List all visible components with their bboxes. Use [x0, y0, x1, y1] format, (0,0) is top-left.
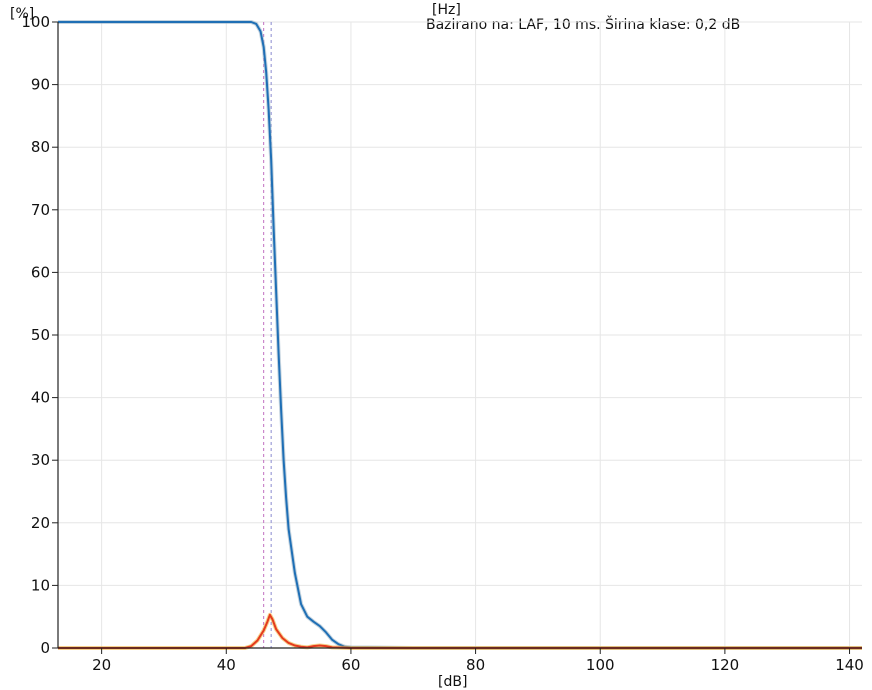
y-axis-unit: [%] — [10, 6, 34, 22]
x-axis-unit: [dB] — [438, 674, 467, 690]
x-tick-label: 80 — [466, 656, 485, 674]
x-tick-label: 120 — [711, 656, 740, 674]
x-tick-label: 100 — [586, 656, 615, 674]
x-tick-label: 60 — [341, 656, 360, 674]
axes — [52, 21, 862, 654]
y-tick-label: 50 — [31, 326, 50, 344]
y-tick-label: 40 — [31, 389, 50, 407]
top-unit-label: [Hz] — [432, 2, 461, 18]
x-tick-label: 40 — [217, 656, 236, 674]
y-tick-label: 80 — [31, 138, 50, 156]
y-tick-label: 30 — [31, 451, 50, 469]
x-tick-label: 20 — [92, 656, 111, 674]
y-tick-label: 0 — [40, 639, 50, 657]
y-tick-label: 60 — [31, 263, 50, 281]
y-tick-label: 70 — [31, 201, 50, 219]
series-line-distribution — [58, 613, 862, 649]
y-tick-label: 10 — [31, 576, 50, 594]
series-halo — [58, 612, 862, 650]
series-line-cumulative — [58, 21, 862, 649]
series-group — [58, 20, 862, 650]
grid — [58, 21, 862, 648]
y-tick-label: 90 — [31, 76, 50, 94]
tick-labels: 0 10 20 30 40 50 60 70 80 90 100 20 40 60 80 100 120 140 — [21, 13, 863, 674]
x-tick-label: 140 — [835, 656, 864, 674]
chart-caption: Bazirano na: LAF, 10 ms. Širina klase: 0… — [426, 15, 740, 33]
y-tick-label: 20 — [31, 514, 50, 532]
y-tick-label: 100 — [21, 13, 50, 31]
